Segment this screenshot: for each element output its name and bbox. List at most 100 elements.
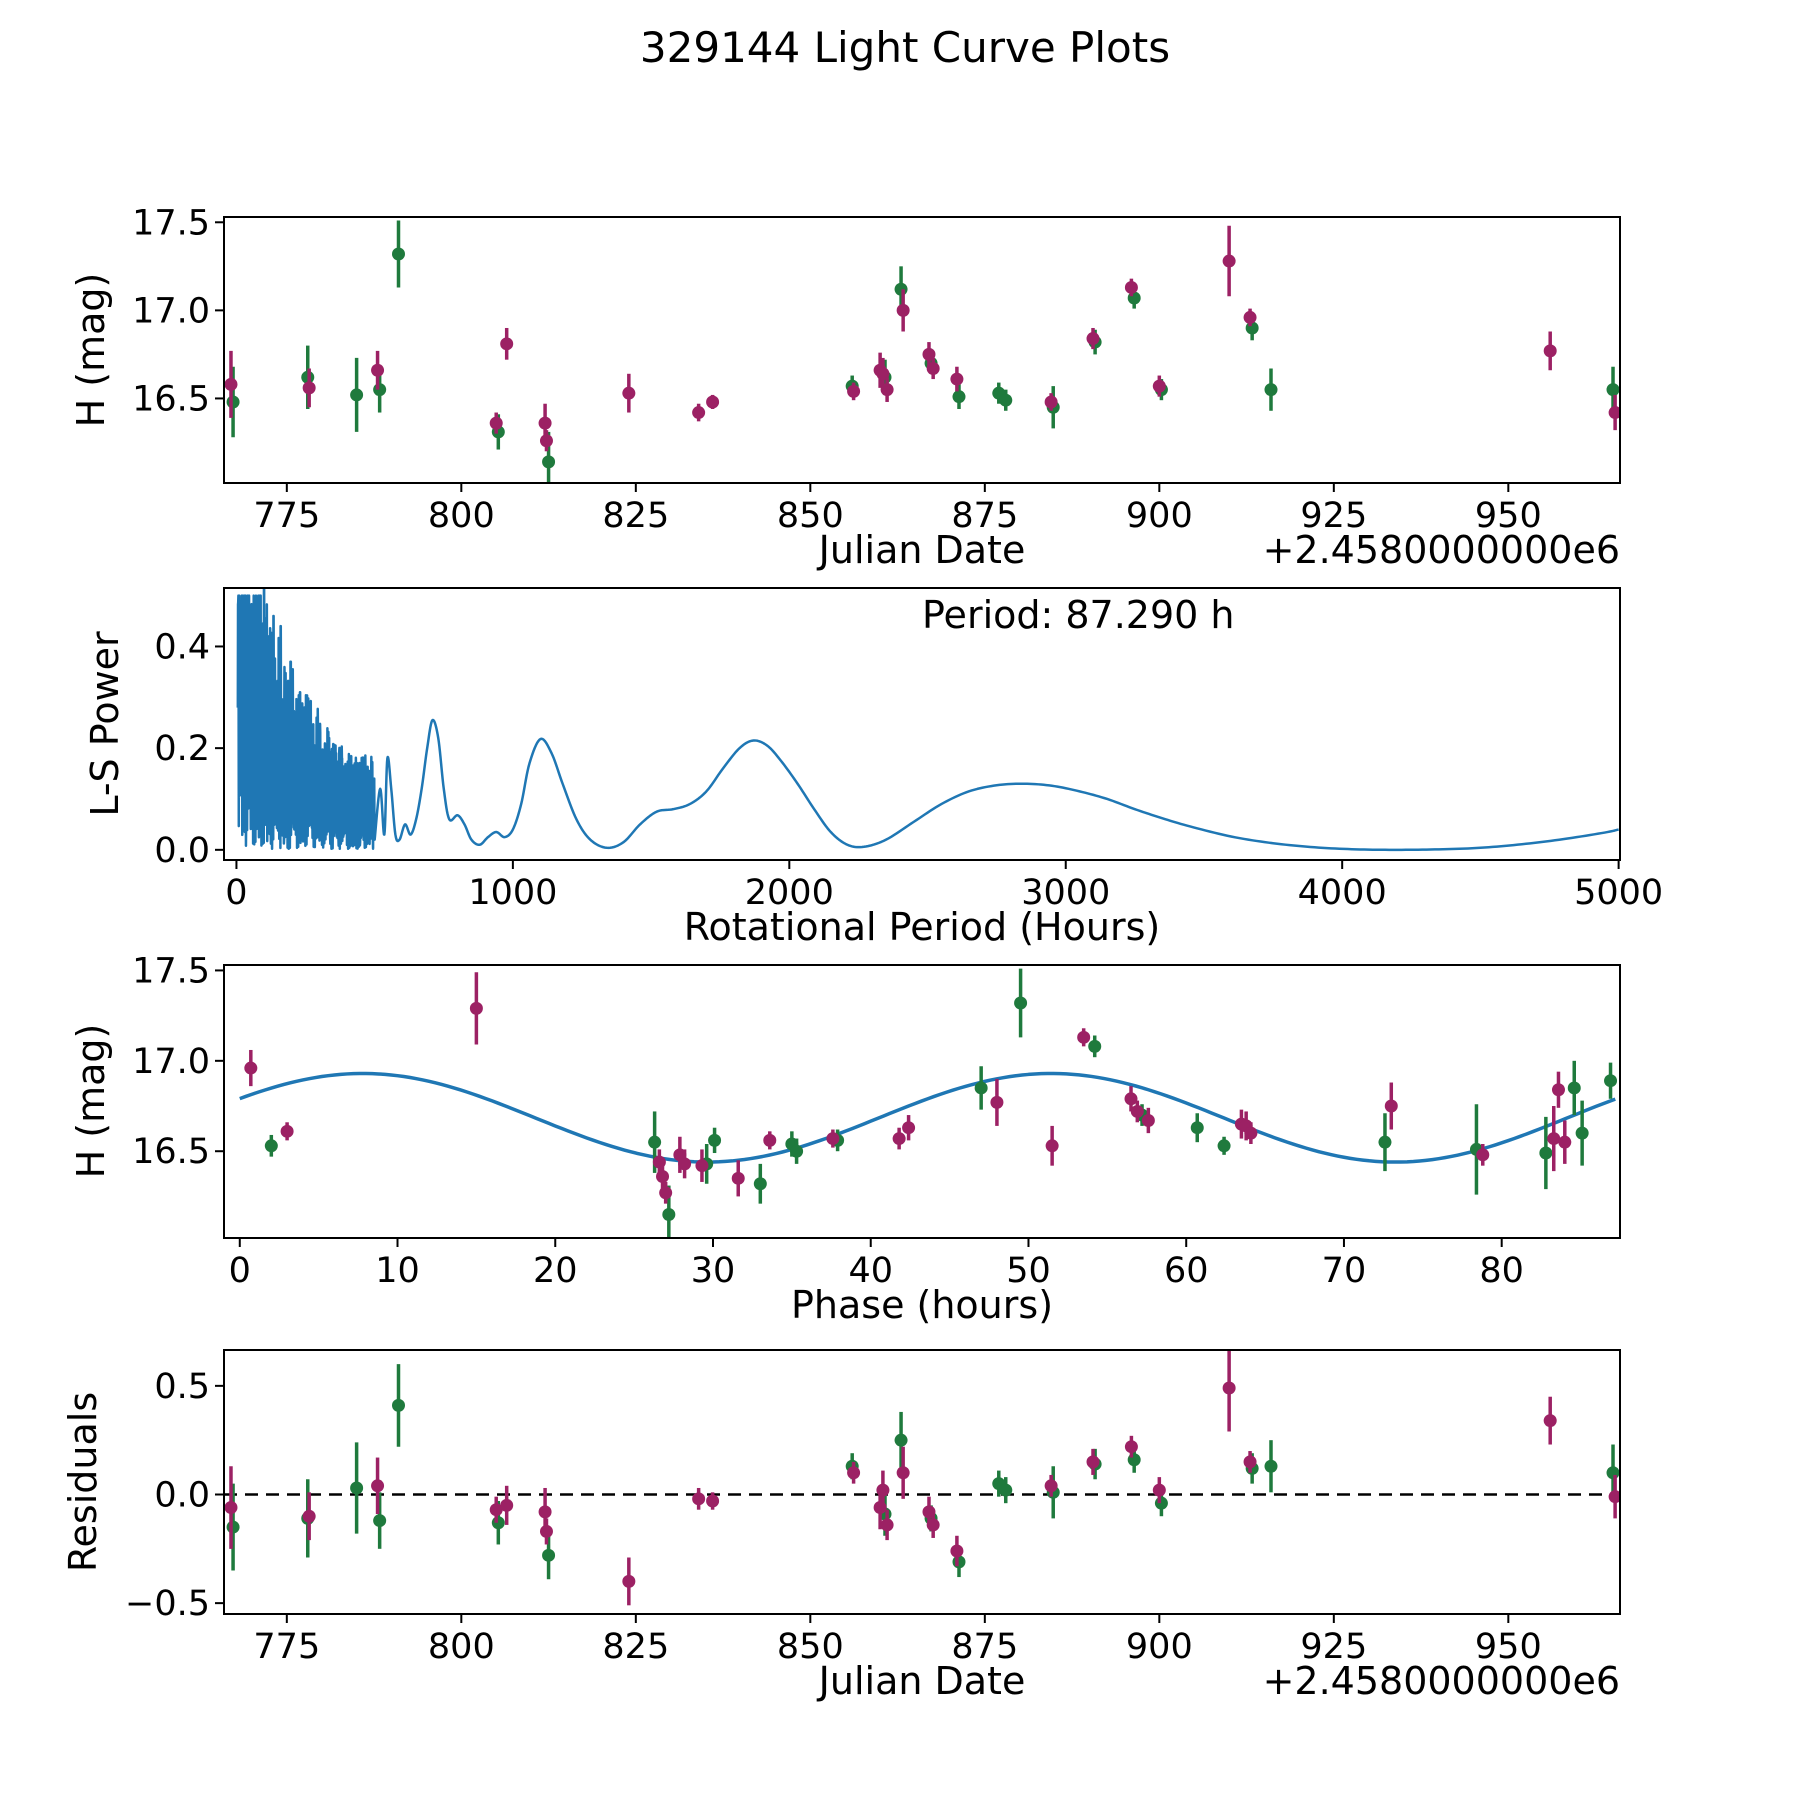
x-tick-label: 850 <box>777 1627 844 1667</box>
data-point-purple <box>926 1518 940 1532</box>
data-point-purple <box>1124 1440 1138 1454</box>
data-point-green <box>1575 1126 1589 1140</box>
subplot-jd_lightcurve: 775 800 825 850 875 900 925 950 16.5 17.0 17.5 <box>132 203 1621 536</box>
x-tick-label: 4000 <box>1298 873 1387 913</box>
data-point-purple <box>1547 1132 1561 1146</box>
data-point-purple <box>990 1095 1004 1109</box>
data-point-green <box>491 1516 505 1530</box>
data-point-purple <box>302 1509 316 1523</box>
data-point-green <box>1154 1496 1168 1510</box>
axes-frame <box>223 587 1621 861</box>
data-point-green <box>999 1483 1013 1497</box>
data-point-green <box>264 1139 278 1153</box>
data-point-purple <box>622 386 636 400</box>
plot3-xlabel: Phase (hours) <box>791 1283 1053 1327</box>
data-point-purple <box>538 416 552 430</box>
data-point-green <box>1127 1453 1141 1467</box>
x-tick-label: 0 <box>225 873 247 913</box>
plot-area-residuals <box>224 1350 1620 1606</box>
data-point-purple <box>1543 344 1557 358</box>
x-tick-label: 5000 <box>1574 873 1663 913</box>
plot1-x-offset-label: +2.4580000000e6 <box>1263 528 1620 572</box>
data-point-purple <box>489 1503 503 1517</box>
data-point-purple <box>1243 1455 1257 1469</box>
data-point-green <box>952 390 966 404</box>
data-point-purple <box>1044 1479 1058 1493</box>
x-tick-label: 40 <box>848 1251 893 1291</box>
y-tick-label: 0.2 <box>154 729 210 769</box>
data-point-purple <box>1077 1030 1091 1044</box>
data-point-green <box>1606 1466 1620 1480</box>
plot-area-jd_lightcurve <box>224 220 1620 483</box>
x-tick-label: 50 <box>1006 1251 1051 1291</box>
plot2-xlabel: Rotational Period (Hours) <box>684 905 1160 949</box>
x-tick-label: 0 <box>229 1251 251 1291</box>
periodogram-curve <box>236 588 1620 852</box>
x-tick-label: 80 <box>1479 1251 1524 1291</box>
data-point-purple <box>1476 1148 1490 1162</box>
plot4-x-offset-label: +2.4580000000e6 <box>1263 1659 1620 1703</box>
data-point-purple <box>1045 1139 1059 1153</box>
axes-frame <box>223 216 1621 484</box>
data-point-purple <box>1124 280 1138 294</box>
x-tick-label: 30 <box>691 1251 736 1291</box>
data-point-purple <box>469 1001 483 1015</box>
data-point-green <box>350 388 364 402</box>
axes-frame <box>223 964 1621 1239</box>
data-point-purple <box>847 1466 861 1480</box>
x-tick-label: 2000 <box>745 873 834 913</box>
data-point-green <box>1217 1139 1231 1153</box>
data-point-green <box>648 1135 662 1149</box>
data-point-purple <box>538 1505 552 1519</box>
data-point-purple <box>244 1061 258 1075</box>
data-point-purple <box>876 367 890 381</box>
x-tick-label: 20 <box>533 1251 578 1291</box>
data-point-purple <box>302 381 316 395</box>
data-point-green <box>350 1481 364 1495</box>
y-tick-label: 16.5 <box>132 379 210 419</box>
y-tick-label: −0.5 <box>125 1584 210 1624</box>
x-tick-label: 800 <box>428 1627 495 1667</box>
subplot-phase_curve: 0 10 20 30 40 50 60 70 80 16.5 17.0 17.5 <box>132 951 1621 1291</box>
x-tick-label: 775 <box>253 496 320 536</box>
data-point-green <box>392 1398 405 1412</box>
x-tick-label: 1000 <box>468 873 557 913</box>
data-point-purple <box>500 337 514 351</box>
data-point-green <box>226 395 240 409</box>
data-point-purple <box>489 416 503 430</box>
data-point-purple <box>1124 1092 1138 1106</box>
data-point-purple <box>371 363 385 377</box>
data-point-purple <box>706 395 720 409</box>
data-point-green <box>753 1177 767 1191</box>
data-point-purple <box>1543 1414 1557 1428</box>
data-point-purple <box>763 1133 777 1147</box>
x-tick-label: 875 <box>951 496 1018 536</box>
x-tick-label: 775 <box>253 1627 320 1667</box>
x-tick-label: 900 <box>1126 496 1193 536</box>
x-tick-label: 950 <box>1475 1627 1542 1667</box>
y-tick-label: 16.5 <box>132 1132 210 1172</box>
data-point-purple <box>539 1524 553 1538</box>
data-point-green <box>1567 1081 1581 1095</box>
x-tick-label: 825 <box>602 496 669 536</box>
data-point-purple <box>1152 1483 1166 1497</box>
data-point-purple <box>622 1574 636 1588</box>
data-point-purple <box>1222 1381 1236 1395</box>
model-light-curve <box>239 1071 1616 1164</box>
data-point-purple <box>706 1494 720 1508</box>
data-point-green <box>894 1433 908 1447</box>
x-tick-label: 800 <box>428 496 495 536</box>
y-tick-label: 17.0 <box>132 291 210 331</box>
data-point-purple <box>896 1466 910 1480</box>
y-tick-label: 0.5 <box>154 1367 210 1407</box>
x-tick-label: 850 <box>777 496 844 536</box>
data-point-green <box>894 282 908 296</box>
series-filter-purple <box>224 1350 1620 1606</box>
data-point-purple <box>224 1501 238 1515</box>
data-point-green <box>952 1555 966 1569</box>
x-tick-label: 900 <box>1126 1627 1193 1667</box>
data-point-green <box>1190 1121 1204 1135</box>
data-point-purple <box>1141 1113 1155 1127</box>
axes-frame <box>223 1349 1621 1615</box>
data-point-purple <box>656 1170 670 1184</box>
